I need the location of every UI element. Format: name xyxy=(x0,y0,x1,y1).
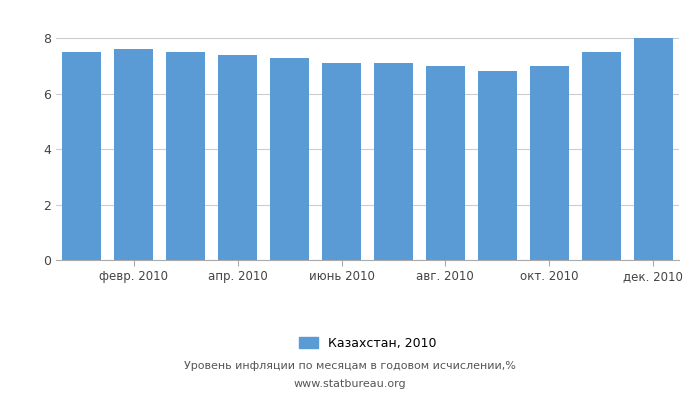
Bar xyxy=(322,63,361,260)
Legend: Казахстан, 2010: Казахстан, 2010 xyxy=(293,331,442,356)
Bar xyxy=(167,52,205,260)
Bar xyxy=(114,49,153,260)
Bar xyxy=(582,52,621,260)
Bar xyxy=(218,55,257,260)
Bar xyxy=(426,66,465,260)
Text: Уровень инфляции по месяцам в годовом исчислении,%: Уровень инфляции по месяцам в годовом ис… xyxy=(184,361,516,371)
Bar xyxy=(634,38,673,260)
Bar xyxy=(374,63,413,260)
Bar xyxy=(478,72,517,260)
Text: www.statbureau.org: www.statbureau.org xyxy=(294,379,406,389)
Bar xyxy=(62,52,102,260)
Bar xyxy=(530,66,568,260)
Bar xyxy=(270,58,309,260)
